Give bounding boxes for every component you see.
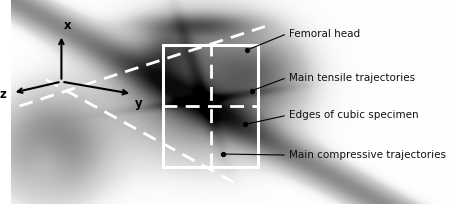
Text: x: x: [64, 19, 71, 32]
Bar: [163, 45, 258, 167]
Text: Femoral head: Femoral head: [289, 29, 360, 39]
Text: Main tensile trajectories: Main tensile trajectories: [289, 72, 415, 83]
Text: Edges of cubic specimen: Edges of cubic specimen: [289, 110, 419, 120]
Text: z: z: [0, 88, 6, 101]
Text: Main compressive trajectories: Main compressive trajectories: [289, 150, 446, 160]
Text: y: y: [135, 97, 142, 110]
